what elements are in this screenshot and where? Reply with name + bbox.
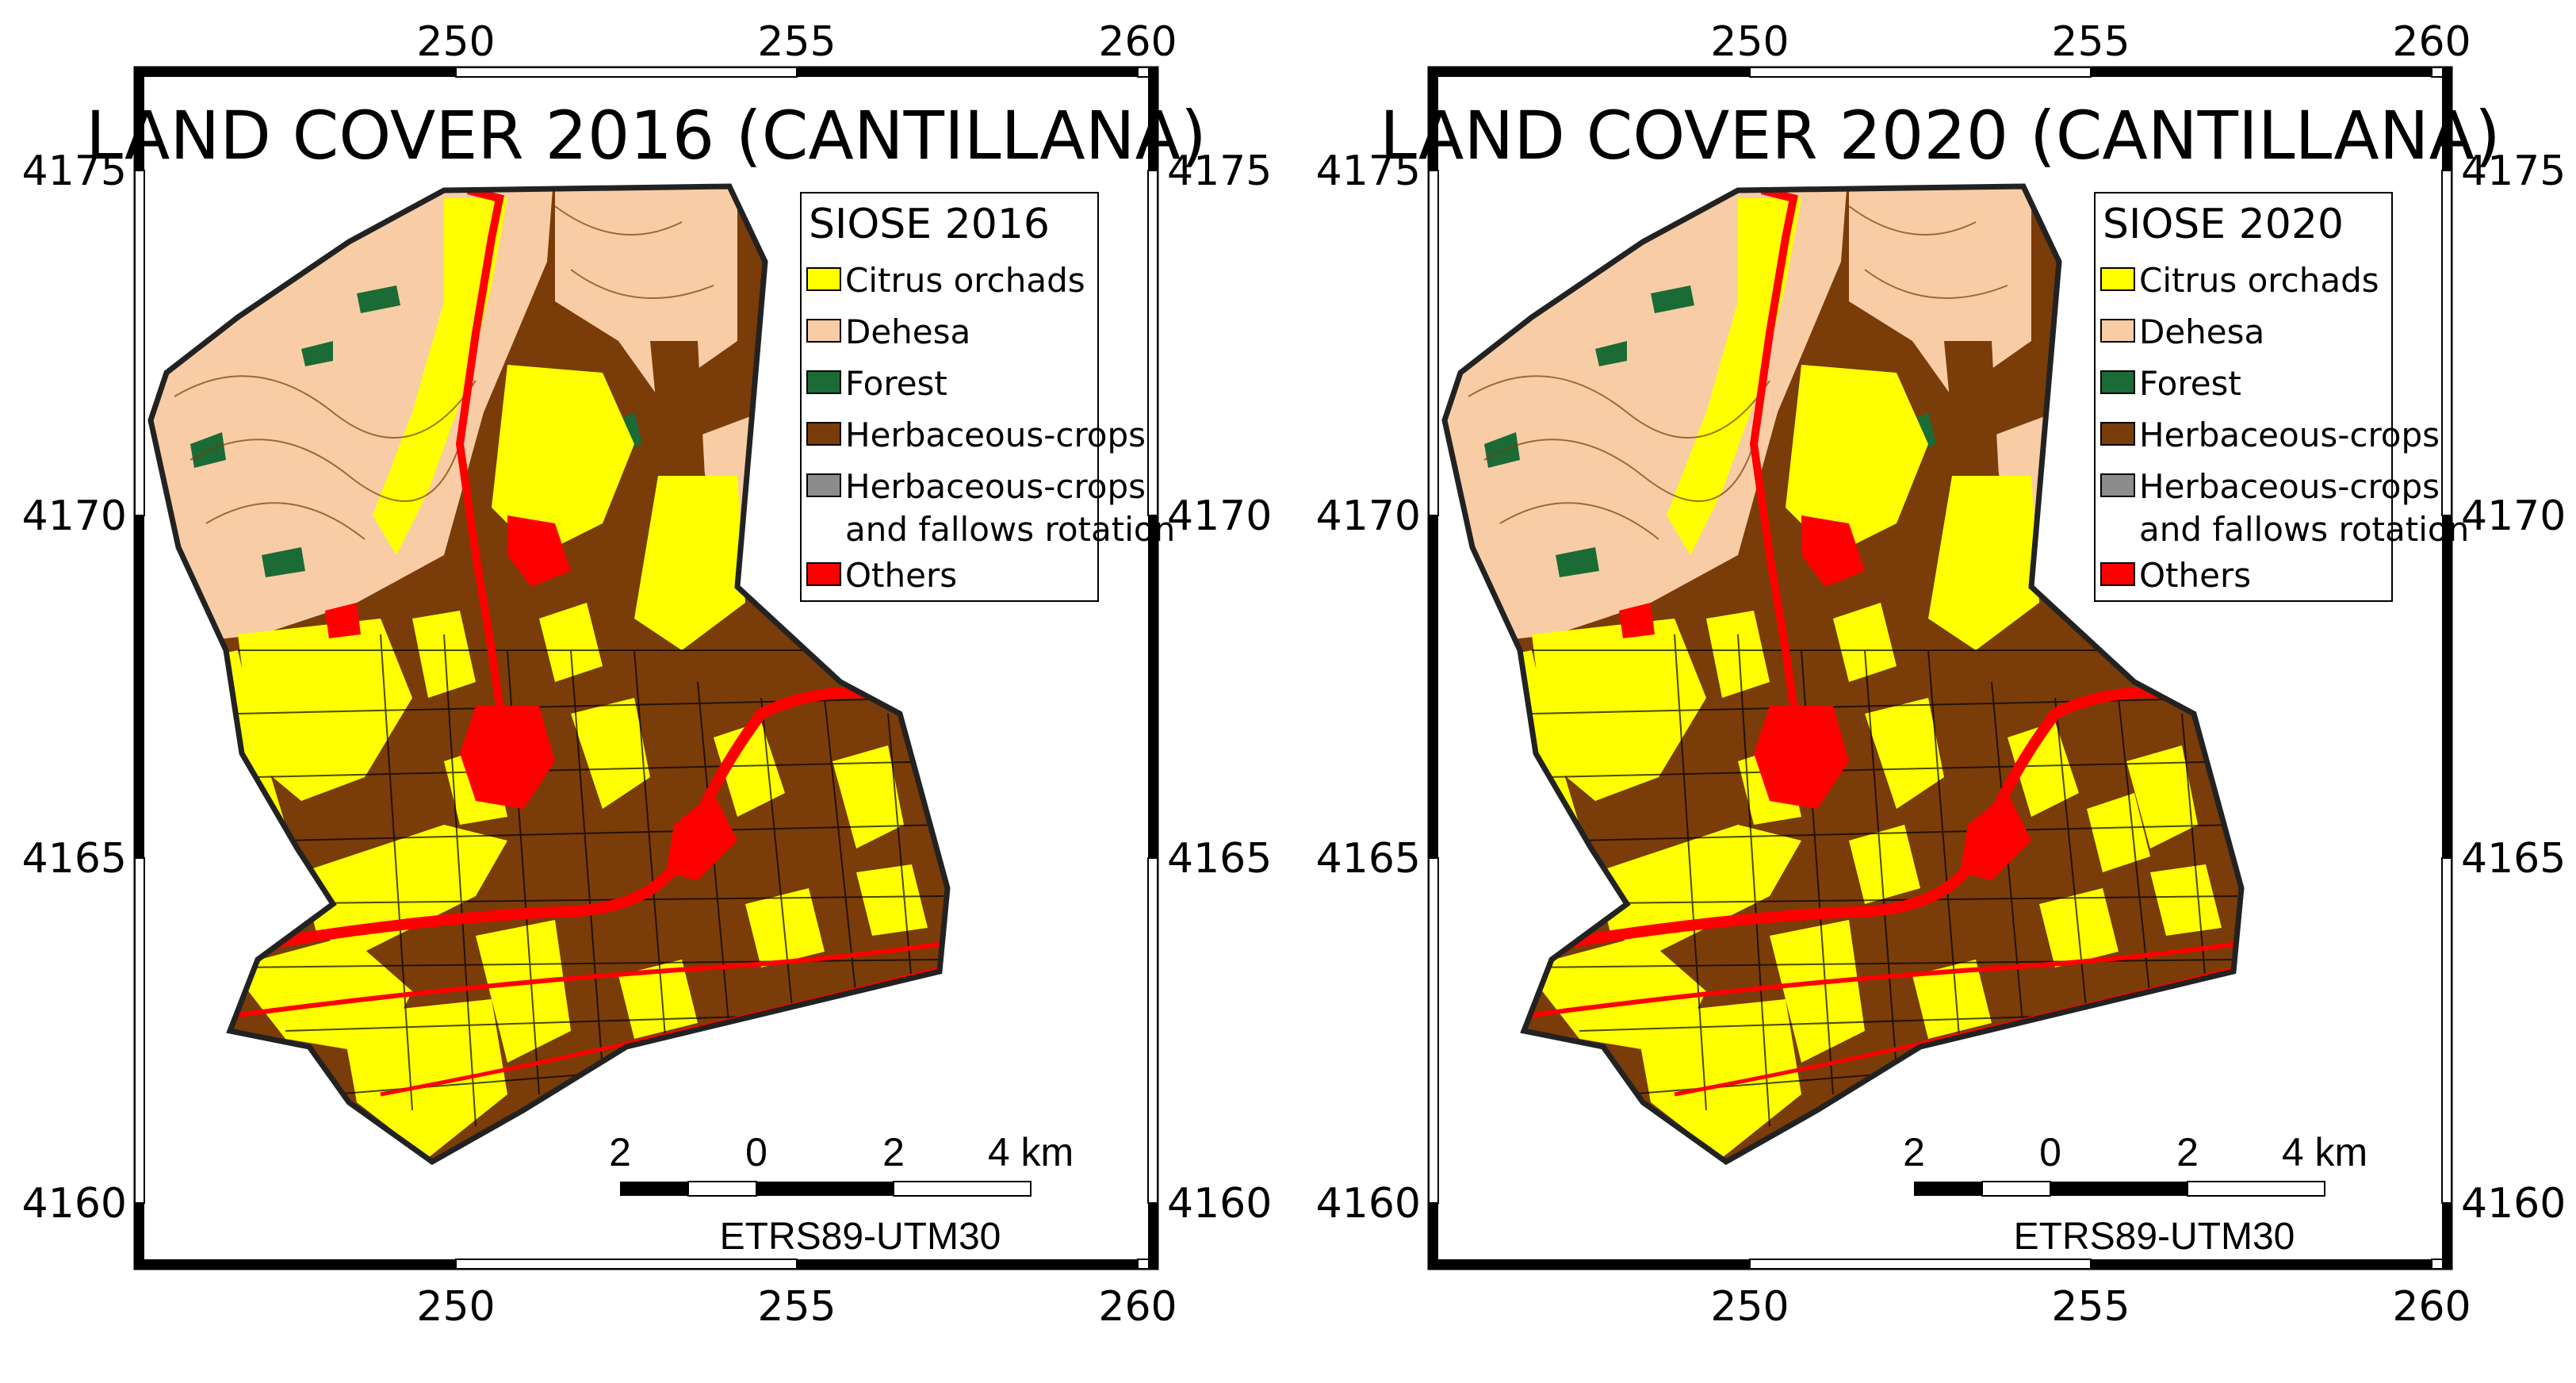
legend-label: Forest [845, 364, 947, 403]
legend: SIOSE 2020 Citrus orchads Dehesa Forest … [2094, 192, 2469, 602]
legend-item-forest: Forest [806, 364, 947, 403]
crs-label: ETRS89-UTM30 [2014, 1216, 2295, 1258]
scale-label-4km: 4 km [2282, 1130, 2367, 1174]
y-tick-left-4175: 4175 [22, 147, 127, 195]
legend-swatch [806, 370, 841, 394]
map-title: LAND COVER 2016 (CANTILLANA) [86, 97, 1207, 174]
y-tick-left-4165: 4165 [22, 835, 127, 883]
x-tick-top-250: 250 [416, 18, 495, 66]
x-tick-top-255: 255 [757, 18, 836, 66]
scale-label-2-right: 2 [882, 1130, 905, 1174]
legend-swatch [2100, 267, 2135, 291]
x-tick-bottom-250: 250 [1710, 1283, 1789, 1331]
legend-label-line2: and fallows rotation [2139, 510, 2469, 549]
x-tick-bottom-250: 250 [416, 1283, 495, 1331]
y-tick-right-4175: 4175 [2461, 147, 2566, 195]
legend-swatch [2100, 473, 2135, 497]
crs-label: ETRS89-UTM30 [720, 1216, 1001, 1258]
legend-item-herbaceous: Herbaceous-crops [806, 416, 1146, 454]
y-tick-left-4160: 4160 [1316, 1180, 1421, 1228]
legend-title: SIOSE 2020 [2103, 201, 2344, 248]
legend-swatch [806, 473, 841, 497]
legend-swatch [806, 267, 841, 291]
y-tick-left-4165: 4165 [1316, 835, 1421, 883]
y-tick-right-4170: 4170 [2461, 492, 2566, 540]
y-tick-right-4165: 4165 [2461, 835, 2566, 883]
legend-label-line2: and fallows rotation [845, 510, 1175, 549]
legend-item-dehesa: Dehesa [2100, 312, 2264, 351]
legend-item-citrus: Citrus orchads [2100, 261, 2379, 300]
map-panel-2020: 250 255 260 250 255 260 4175 4170 4165 4… [1316, 18, 2566, 1331]
legend-item-herbaceous: Herbaceous-crops [2100, 416, 2440, 454]
legend-item-rotation: Herbaceous-crops and fallows rotation [806, 467, 1175, 549]
legend-label: Herbaceous-crops [2139, 467, 2440, 506]
legend-swatch [2100, 422, 2135, 446]
y-tick-left-4160: 4160 [22, 1180, 127, 1228]
scale-label-2-right: 2 [2176, 1130, 2199, 1174]
legend-item-dehesa: Dehesa [806, 312, 970, 351]
x-tick-bottom-255: 255 [757, 1283, 836, 1331]
scale-bar: 2 0 2 4 km ETRS89-UTM30 [609, 1130, 1074, 1258]
y-tick-right-4175: 4175 [1167, 147, 1272, 195]
legend-item-others: Others [806, 556, 957, 595]
legend-swatch [2100, 370, 2135, 394]
legend-label: Dehesa [845, 312, 970, 351]
x-tick-bottom-260: 260 [1098, 1283, 1177, 1331]
legend-label: Citrus orchads [845, 261, 1085, 300]
legend-label: Herbaceous-crops [845, 416, 1146, 454]
legend-label: Herbaceous-crops [845, 467, 1146, 506]
legend-label: Forest [2139, 364, 2241, 403]
scale-label-4km: 4 km [988, 1130, 1074, 1174]
x-tick-top-255: 255 [2051, 18, 2130, 66]
legend-swatch [806, 319, 841, 343]
legend-item-others: Others [2100, 556, 2251, 595]
scale-label-0: 0 [745, 1130, 767, 1174]
legend: SIOSE 2016 Citrus orchads Dehesa Forest … [800, 192, 1175, 602]
scale-label-2-left: 2 [1903, 1130, 1925, 1174]
legend-item-forest: Forest [2100, 364, 2241, 403]
legend-label: Herbaceous-crops [2139, 416, 2440, 454]
y-tick-left-4170: 4170 [22, 492, 127, 540]
legend-item-citrus: Citrus orchads [806, 261, 1085, 300]
x-tick-bottom-260: 260 [2392, 1283, 2471, 1331]
y-tick-right-4160: 4160 [1167, 1180, 1272, 1228]
x-tick-bottom-255: 255 [2051, 1283, 2130, 1331]
legend-label: Others [845, 556, 957, 595]
y-tick-right-4165: 4165 [1167, 835, 1272, 883]
y-tick-left-4170: 4170 [1316, 492, 1421, 540]
scale-label-2-left: 2 [609, 1130, 631, 1174]
x-tick-top-260: 260 [2392, 18, 2471, 66]
scale-label-0: 0 [2039, 1130, 2061, 1174]
legend-swatch [2100, 319, 2135, 343]
legend-swatch [806, 422, 841, 446]
legend-swatch [806, 562, 841, 586]
legend-title: SIOSE 2016 [809, 201, 1050, 248]
legend-item-rotation: Herbaceous-crops and fallows rotation [2100, 467, 2469, 549]
y-tick-left-4175: 4175 [1316, 147, 1421, 195]
legend-label: Others [2139, 556, 2251, 595]
map-title: LAND COVER 2020 (CANTILLANA) [1380, 97, 2501, 174]
legend-label: Citrus orchads [2139, 261, 2379, 300]
legend-swatch [2100, 562, 2135, 586]
map-panel-2016: 250 255 260 250 255 260 4175 4170 4165 4… [22, 18, 1273, 1331]
y-tick-right-4160: 4160 [2461, 1180, 2566, 1228]
legend-label: Dehesa [2139, 312, 2264, 351]
x-tick-top-250: 250 [1710, 18, 1789, 66]
scale-bar: 2 0 2 4 km ETRS89-UTM30 [1903, 1130, 2367, 1258]
x-tick-top-260: 260 [1098, 18, 1177, 66]
y-tick-right-4170: 4170 [1167, 492, 1272, 540]
